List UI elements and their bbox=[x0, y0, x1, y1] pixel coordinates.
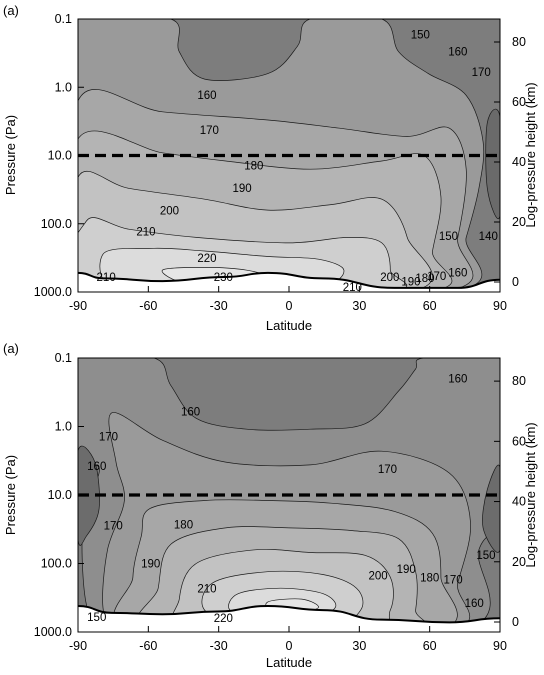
y-axis-label-left: Pressure (Pa) bbox=[3, 115, 18, 195]
contour-label: 220 bbox=[214, 613, 233, 625]
contour-label: 170 bbox=[472, 67, 491, 79]
y-left-tick-label: 1000.0 bbox=[34, 285, 72, 299]
y-right-tick-label: 60 bbox=[512, 434, 526, 448]
contour-label: 150 bbox=[439, 231, 458, 243]
x-tick-label: -90 bbox=[69, 639, 87, 653]
contour-label: 200 bbox=[160, 206, 179, 218]
contour-label: 160 bbox=[448, 374, 467, 386]
y-axis-label-right: Log-pressure height (km) bbox=[523, 82, 538, 227]
ground-mask bbox=[78, 605, 500, 632]
y-left-tick-label: 0.1 bbox=[55, 12, 72, 26]
contour-label: 160 bbox=[448, 47, 467, 59]
x-tick-label: 0 bbox=[286, 299, 293, 313]
y-axis-label-left: Pressure (Pa) bbox=[3, 455, 18, 535]
contour-label: 230 bbox=[214, 272, 233, 284]
plot-area: 1501601701601701801902002102202302101401… bbox=[78, 19, 500, 294]
contour-band bbox=[482, 464, 500, 553]
contour-label: 200 bbox=[368, 571, 387, 583]
y-right-tick-label: 40 bbox=[512, 155, 526, 169]
x-tick-label: -60 bbox=[139, 639, 157, 653]
contour-label: 190 bbox=[401, 276, 420, 288]
contour-label: 160 bbox=[448, 268, 467, 280]
y-axis-label-right: Log-pressure height (km) bbox=[523, 422, 538, 567]
contour-label: 220 bbox=[197, 253, 216, 265]
contour-label: 160 bbox=[181, 406, 200, 418]
panel-label: (a) bbox=[3, 3, 19, 18]
contour-label: 180 bbox=[420, 572, 439, 584]
y-left-tick-label: 1.0 bbox=[55, 80, 72, 94]
contour-label: 150 bbox=[411, 30, 430, 42]
contour-label: 190 bbox=[141, 559, 160, 571]
contour-label: 160 bbox=[87, 461, 106, 473]
y-left-tick-label: 10.0 bbox=[48, 488, 72, 502]
contour-panel-1: 1501601701601701801902002102202302101401… bbox=[3, 3, 538, 333]
contour-label: 170 bbox=[200, 125, 219, 137]
x-tick-label: -60 bbox=[139, 299, 157, 313]
contour-label: 140 bbox=[479, 231, 498, 243]
contour-label: 160 bbox=[197, 90, 216, 102]
contour-label: 160 bbox=[465, 598, 484, 610]
x-axis-label: Latitude bbox=[266, 318, 312, 333]
x-tick-label: -30 bbox=[210, 639, 228, 653]
contour-label: 150 bbox=[476, 550, 495, 562]
x-tick-label: 0 bbox=[286, 639, 293, 653]
y-right-tick-label: 60 bbox=[512, 95, 526, 109]
y-right-tick-label: 20 bbox=[512, 215, 526, 229]
x-tick-label: -90 bbox=[69, 299, 87, 313]
y-right-tick-label: 20 bbox=[512, 555, 526, 569]
y-left-tick-label: 10.0 bbox=[48, 149, 72, 163]
y-right-tick-label: 80 bbox=[512, 35, 526, 49]
contour-label: 170 bbox=[104, 521, 123, 533]
contour-label: 180 bbox=[244, 160, 263, 172]
contour-label: 180 bbox=[415, 273, 434, 285]
contour-label: 150 bbox=[87, 612, 106, 624]
surface-line bbox=[78, 604, 500, 624]
y-left-tick-label: 100.0 bbox=[41, 217, 72, 231]
y-right-tick-label: 0 bbox=[512, 275, 519, 289]
x-tick-label: 90 bbox=[493, 639, 507, 653]
y-left-tick-label: 1.0 bbox=[55, 420, 72, 434]
x-axis-label: Latitude bbox=[266, 655, 312, 670]
y-right-tick-label: 40 bbox=[512, 495, 526, 509]
y-left-tick-label: 0.1 bbox=[55, 351, 72, 365]
y-right-tick-label: 0 bbox=[512, 615, 519, 629]
contour-label: 170 bbox=[99, 432, 118, 444]
contour-label: 190 bbox=[233, 183, 252, 195]
x-tick-label: 60 bbox=[423, 299, 437, 313]
contour-label: 170 bbox=[427, 271, 446, 283]
contour-label: 190 bbox=[397, 564, 416, 576]
x-tick-label: 30 bbox=[352, 639, 366, 653]
contour-label: 170 bbox=[444, 574, 463, 586]
contour-label: 210 bbox=[136, 227, 155, 239]
contour-label: 170 bbox=[378, 464, 397, 476]
x-tick-label: 90 bbox=[493, 299, 507, 313]
x-tick-label: -30 bbox=[210, 299, 228, 313]
contour-label: 210 bbox=[97, 272, 116, 284]
panel-label: (a) bbox=[3, 341, 19, 356]
contour-label: 180 bbox=[174, 520, 193, 532]
contour-label: 210 bbox=[197, 583, 216, 595]
x-tick-label: 30 bbox=[352, 299, 366, 313]
surface-line bbox=[78, 271, 500, 289]
y-right-tick-label: 80 bbox=[512, 374, 526, 388]
contour-label: 200 bbox=[380, 272, 399, 284]
y-left-tick-label: 100.0 bbox=[41, 557, 72, 571]
y-left-tick-label: 1000.0 bbox=[34, 625, 72, 639]
contour-band bbox=[485, 108, 500, 219]
x-tick-label: 60 bbox=[423, 639, 437, 653]
contour-label: 210 bbox=[343, 282, 362, 294]
ground-mask bbox=[78, 272, 500, 292]
